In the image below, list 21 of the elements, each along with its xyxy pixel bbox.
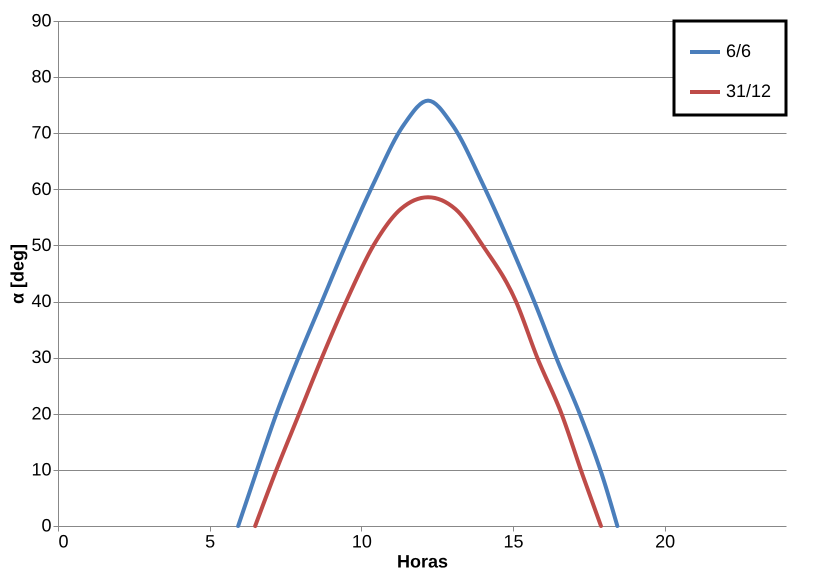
x-tick-label: 0 xyxy=(58,532,69,552)
y-axis-title: α [deg] xyxy=(7,244,28,304)
y-tick-label: 90 xyxy=(31,10,52,30)
y-tick-label: 80 xyxy=(31,66,52,87)
y-tick-label: 50 xyxy=(31,234,52,255)
y-tick-label: 20 xyxy=(31,403,52,424)
x-tick-label: 20 xyxy=(655,532,676,552)
y-tick-label: 0 xyxy=(41,516,52,536)
x-tick-label: 15 xyxy=(503,532,524,552)
y-tick-label: 40 xyxy=(31,291,52,312)
x-tick-label: 10 xyxy=(352,532,372,552)
legend-label: 31/12 xyxy=(726,81,772,101)
legend-label: 6/6 xyxy=(726,41,752,61)
line-series xyxy=(236,98,620,528)
y-tick-label: 30 xyxy=(31,347,52,368)
y-tick-label: 60 xyxy=(31,178,52,199)
y-tick-label: 10 xyxy=(31,459,52,480)
x-tick-label: 5 xyxy=(205,532,216,552)
y-tick-label: 70 xyxy=(31,122,52,143)
x-axis-title: Horas xyxy=(396,552,448,572)
line-series xyxy=(253,195,603,528)
